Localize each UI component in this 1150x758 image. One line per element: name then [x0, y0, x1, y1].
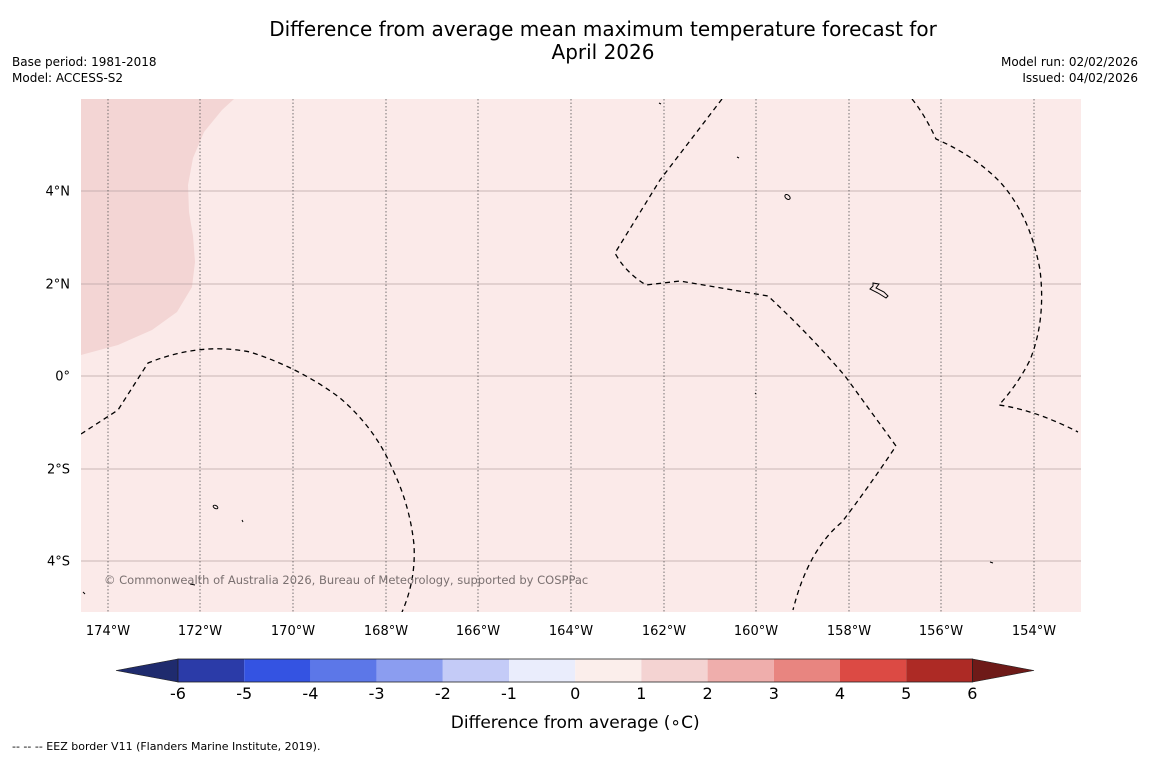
lon-label: 160°W: [734, 624, 778, 639]
anomaly-region-1-2: [81, 99, 234, 355]
colorbar-tick: -2: [435, 684, 451, 703]
eez-borders: [81, 99, 1079, 612]
islands: [82, 102, 994, 595]
colorbar-segment: [641, 659, 708, 682]
issued-date: Issued: 04/02/2026: [1022, 70, 1138, 85]
colorbar-tick: -3: [369, 684, 385, 703]
island: [869, 282, 889, 299]
meta-right: Model run: 02/02/2026 Issued: 04/02/2026: [1001, 55, 1138, 86]
island: [754, 392, 757, 395]
lon-label: 174°W: [86, 624, 130, 639]
map-background-0-1: [81, 99, 1081, 612]
lon-label: 172°W: [178, 624, 222, 639]
colorbar-segment: [707, 659, 774, 682]
colorbar-segment: [575, 659, 642, 682]
colorbar-tick: 1: [636, 684, 646, 703]
colorbar-tick: -5: [236, 684, 252, 703]
lat-label: 2°N: [46, 278, 71, 293]
colorbar-segment: [773, 659, 840, 682]
lat-label: 0°: [55, 370, 70, 385]
colorbar-tick: -4: [302, 684, 318, 703]
colorbar-tick: 6: [967, 684, 977, 703]
longitude-gridlines: [107, 99, 1035, 612]
colorbar-tick: -1: [501, 684, 517, 703]
base-period: Base period: 1981-2018: [12, 55, 157, 69]
colorbar-tick: -6: [170, 684, 186, 703]
eez-border-central: [614, 99, 897, 611]
longitude-labels: 174°W 172°W 170°W 168°W 166°W 164°W 162°…: [86, 624, 1056, 639]
colorbar-outline: [177, 658, 973, 683]
colorbar-high-arrow: [972, 658, 1035, 683]
island: [658, 102, 662, 105]
colorbar-title: Difference from average (∘C): [451, 713, 700, 733]
colorbar-tick: 5: [901, 684, 911, 703]
lat-label: 2°S: [47, 463, 70, 478]
lon-label: 170°W: [271, 624, 315, 639]
lon-label: 166°W: [456, 624, 500, 639]
colorbar-segment: [840, 659, 907, 682]
island: [989, 561, 994, 564]
colorbar-segment: [906, 659, 973, 682]
model-run: Model run: 02/02/2026: [1000, 55, 1138, 69]
model-name: Model: ACCESS-S2: [12, 70, 124, 85]
lon-label: 156°W: [919, 624, 963, 639]
lon-label: 162°W: [642, 624, 686, 639]
map-title: Difference from average mean maximum tem…: [0, 18, 1150, 64]
colorbar: -6 -5 -4 -3 -2 -1 0 1 2 3 4 5 6 Differen…: [115, 658, 1035, 733]
colorbar-tick: 4: [835, 684, 845, 703]
map-title-line2: April 2026: [551, 40, 655, 64]
eez-border-east: [911, 99, 1079, 433]
colorbar-low-arrow: [115, 658, 179, 683]
colorbar-tick: 0: [570, 684, 580, 703]
lon-label: 168°W: [364, 624, 408, 639]
lon-label: 154°W: [1012, 624, 1056, 639]
colorbar-segment: [442, 659, 509, 682]
lon-label: 164°W: [549, 624, 593, 639]
island: [736, 156, 740, 159]
map-credit: © Commonwealth of Australia 2026, Bureau…: [104, 573, 588, 587]
colorbar-tick: 2: [703, 684, 713, 703]
lat-label: 4°S: [47, 555, 70, 570]
island: [82, 591, 86, 595]
island: [212, 504, 219, 510]
latitude-gridlines: [81, 190, 1081, 562]
colorbar-segment: [376, 659, 443, 682]
colorbar-segment: [310, 659, 377, 682]
map-figure: © Commonwealth of Australia 2026, Bureau…: [46, 99, 1081, 733]
lat-label: 4°N: [46, 185, 71, 200]
map-title-line1: Difference from average mean maximum tem…: [269, 17, 937, 41]
island: [189, 583, 196, 586]
latitude-labels: 4°N 2°N 0° 2°S 4°S: [46, 185, 71, 570]
colorbar-tick-labels: -6 -5 -4 -3 -2 -1 0 1 2 3 4 5 6: [170, 684, 977, 703]
colorbar-segment: [244, 659, 311, 682]
colorbar-tick: 3: [769, 684, 779, 703]
meta-left: Base period: 1981-2018 Model: ACCESS-S2: [12, 55, 157, 86]
colorbar-segment: [509, 659, 576, 682]
island: [241, 519, 244, 523]
colorbar-segments: [178, 659, 973, 682]
eez-footnote: -- -- -- EEZ border V11 (Flanders Marine…: [12, 740, 321, 753]
lon-label: 158°W: [827, 624, 871, 639]
colorbar-segment: [178, 659, 245, 682]
island: [784, 194, 791, 200]
